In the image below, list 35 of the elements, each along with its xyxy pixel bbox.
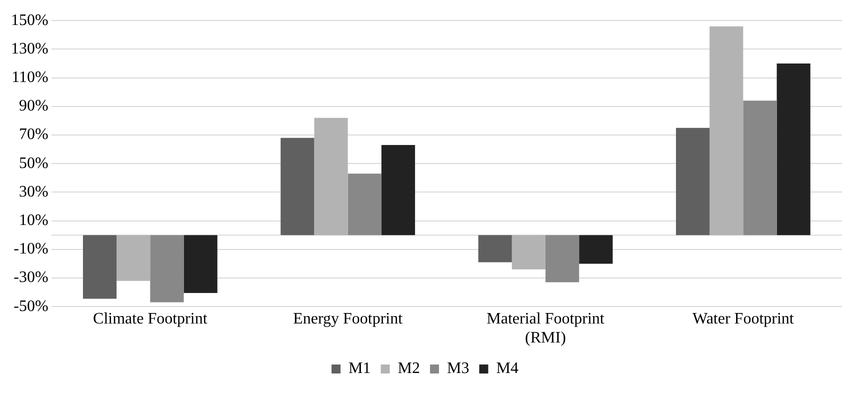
legend-label: M3 [447,360,470,378]
bar [710,26,744,236]
x-tick-label: Water Footprint [692,310,794,328]
x-tick-label: Material Footprint (RMI) [486,310,605,347]
bar [184,235,218,294]
bar [381,145,416,236]
bar [743,100,777,236]
y-tick-label: 150% [11,12,48,29]
bar [116,235,150,281]
bar [546,235,580,282]
bar [512,235,546,270]
x-tick-label: Climate Footprint [93,310,208,328]
bar [776,64,810,236]
bar [314,118,348,236]
y-tick-label: 10% [19,212,48,230]
bar [348,174,382,236]
y-tick-label: -30% [14,269,48,286]
bar [280,138,314,236]
bar [579,235,613,264]
y-tick-label: 110% [12,69,48,86]
legend-label: M1 [348,360,371,378]
bar [676,128,710,236]
bar [150,235,184,302]
y-tick-label: 70% [19,126,48,144]
y-tick-label: -50% [14,298,48,315]
legend-label: M2 [398,360,420,378]
legend-label: M4 [496,360,518,378]
y-tick-label: 50% [19,154,48,172]
y-tick-label: -10% [14,240,48,258]
x-tick-label: Energy Footprint [293,310,404,328]
bar [82,235,117,299]
bar [478,235,512,262]
y-tick-label: 90% [19,98,48,115]
y-tick-label: 30% [19,183,48,200]
y-tick-label: 130% [11,40,48,58]
